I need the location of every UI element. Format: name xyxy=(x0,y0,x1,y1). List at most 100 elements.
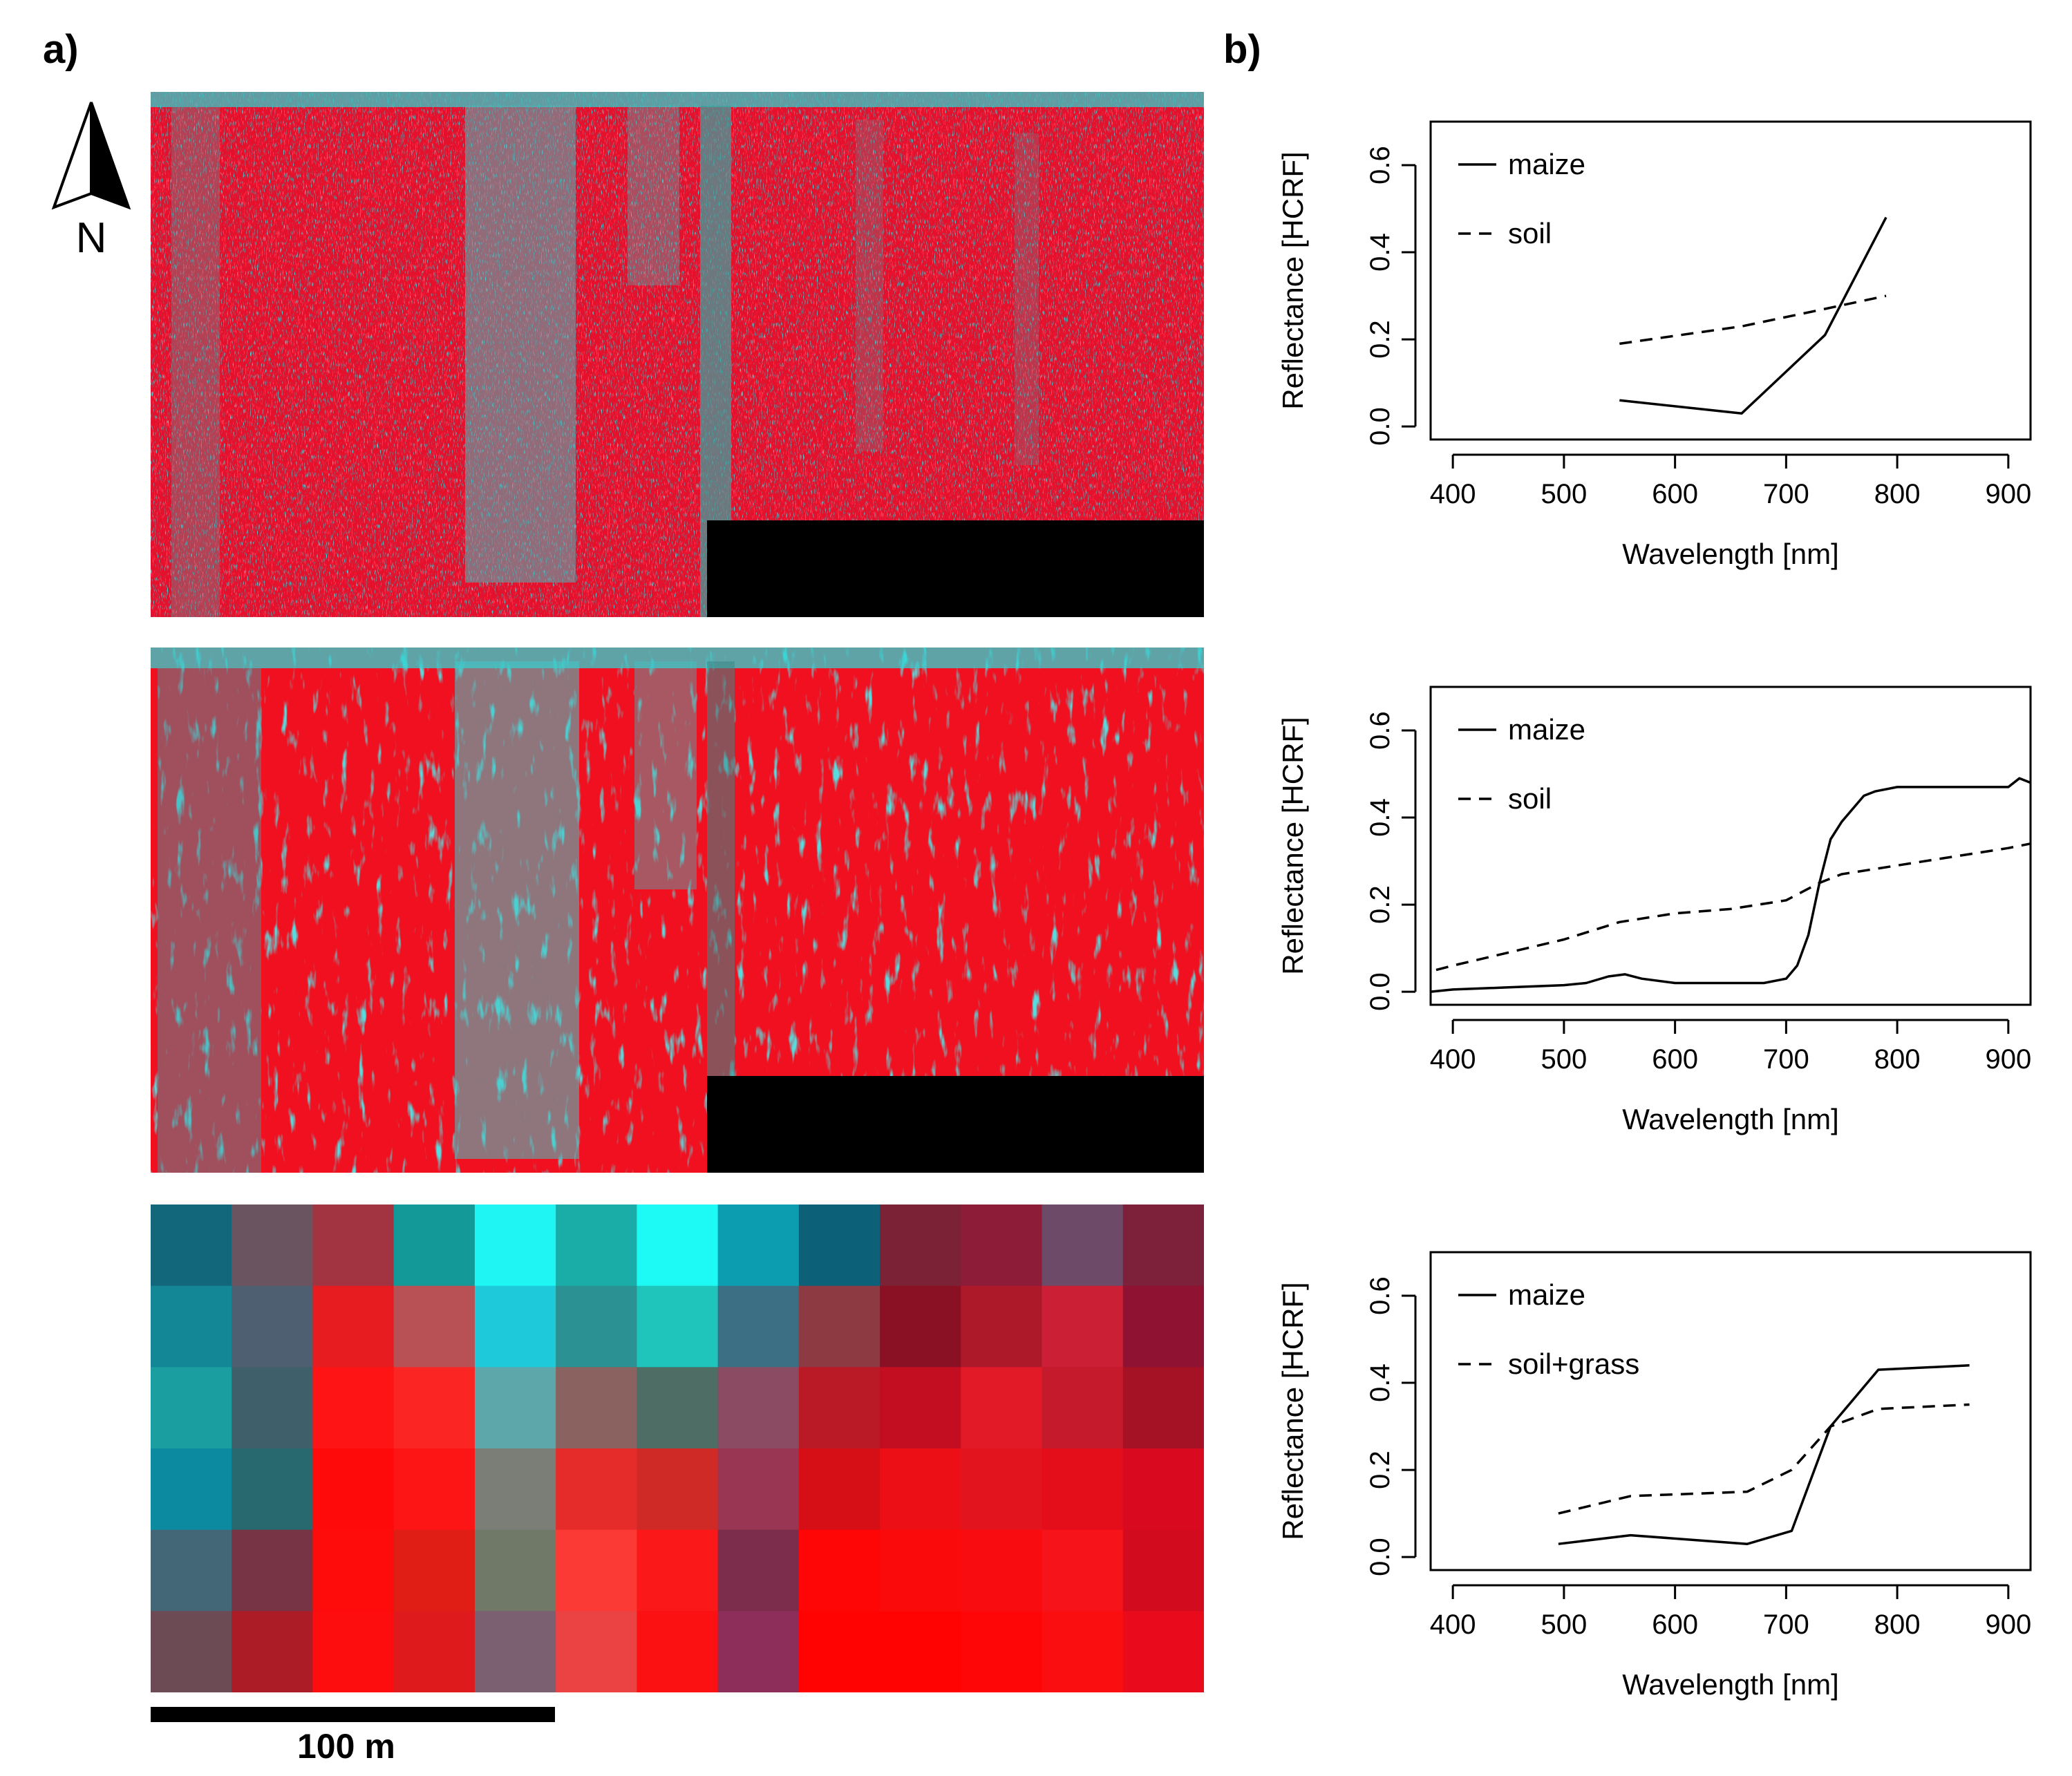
mosaic-pixel xyxy=(717,1448,800,1531)
x-tick-label: 900 xyxy=(1985,1609,2031,1640)
mosaic-pixel xyxy=(151,1205,232,1287)
y-axis-title: Reflectance [HCRF] xyxy=(1277,151,1309,409)
mosaic-pixel xyxy=(1122,1448,1204,1531)
mosaic-pixel xyxy=(474,1448,556,1531)
legend-label: soil xyxy=(1508,217,1552,249)
false-color-image-medium-res xyxy=(151,648,1204,1173)
mosaic-pixel xyxy=(312,1529,395,1612)
mosaic-pixel xyxy=(637,1611,719,1692)
series-line-soil xyxy=(1619,294,1887,346)
x-tick-label: 400 xyxy=(1430,479,1476,509)
mosaic-pixel xyxy=(798,1205,880,1287)
mosaic-pixel xyxy=(880,1285,961,1368)
x-tick-label: 700 xyxy=(1763,1609,1809,1640)
y-tick-label: 0.0 xyxy=(1365,407,1395,446)
mosaic-pixel xyxy=(151,1529,232,1612)
mosaic-pixel xyxy=(1042,1205,1124,1287)
y-axis-title: Reflectance [HCRF] xyxy=(1277,1282,1309,1540)
x-tick-label: 600 xyxy=(1652,479,1698,509)
x-tick-label: 700 xyxy=(1763,1044,1809,1075)
y-tick-label: 0.2 xyxy=(1365,320,1395,359)
x-tick-label: 800 xyxy=(1874,479,1921,509)
mosaic-pixel xyxy=(151,1448,232,1531)
mosaic-grid xyxy=(151,1205,1204,1692)
mosaic-pixel xyxy=(556,1285,637,1368)
mosaic-pixel xyxy=(880,1367,961,1449)
mosaic-pixel xyxy=(1042,1529,1124,1612)
false-color-image-low-res-mosaic xyxy=(151,1205,1204,1692)
mosaic-pixel xyxy=(637,1529,719,1612)
mosaic-pixel xyxy=(312,1205,395,1287)
y-axis-title: Reflectance [HCRF] xyxy=(1277,717,1309,974)
mosaic-pixel xyxy=(637,1367,719,1449)
legend-label: maize xyxy=(1508,1278,1585,1311)
mosaic-pixel xyxy=(1122,1611,1204,1692)
north-label: N xyxy=(76,214,107,262)
mosaic-pixel xyxy=(1122,1205,1204,1287)
x-tick-label: 600 xyxy=(1652,1609,1698,1640)
mosaic-pixel xyxy=(1122,1285,1204,1368)
mosaic-pixel xyxy=(1042,1367,1124,1449)
y-tick-label: 0.6 xyxy=(1365,1276,1395,1315)
mosaic-pixel xyxy=(961,1367,1043,1449)
mosaic-pixel xyxy=(961,1205,1043,1287)
y-tick-label: 0.6 xyxy=(1365,146,1395,185)
x-tick-label: 900 xyxy=(1985,1044,2031,1075)
y-tick-label: 0.0 xyxy=(1365,972,1395,1011)
mosaic-pixel xyxy=(717,1285,800,1368)
x-tick-label: 500 xyxy=(1541,1609,1588,1640)
mosaic-pixel xyxy=(637,1285,719,1368)
legend-label: soil+grass xyxy=(1508,1348,1639,1380)
y-tick-label: 0.4 xyxy=(1365,233,1395,272)
y-tick-label: 0.2 xyxy=(1365,885,1395,924)
mosaic-pixel xyxy=(393,1529,475,1612)
series-line-maize xyxy=(1430,777,2031,993)
mosaic-pixel xyxy=(393,1205,475,1287)
mosaic-pixel xyxy=(717,1367,800,1449)
mosaic-pixel xyxy=(1042,1285,1124,1368)
mosaic-pixel xyxy=(556,1205,637,1287)
x-axis-title: Wavelength [nm] xyxy=(1622,1103,1839,1135)
panel-label-b: b) xyxy=(1223,27,1261,72)
x-tick-label: 700 xyxy=(1763,479,1809,509)
x-tick-label: 400 xyxy=(1430,1609,1476,1640)
mosaic-pixel xyxy=(1122,1529,1204,1612)
x-tick-label: 600 xyxy=(1652,1044,1698,1075)
mosaic-pixel xyxy=(312,1367,395,1449)
mosaic-pixel xyxy=(880,1448,961,1531)
spectrum-chart-bottom: 400 500 600 700 800 900 0.0 0.2 0.4 0.6 Wavelength… xyxy=(1277,1251,2032,1701)
y-tick-label: 0.6 xyxy=(1365,711,1395,750)
north-arrow: N xyxy=(48,97,138,263)
plot-frame xyxy=(1429,686,2032,1006)
mosaic-pixel xyxy=(474,1205,556,1287)
mosaic-pixel xyxy=(312,1285,395,1368)
mosaic-pixel xyxy=(717,1529,800,1612)
mosaic-pixel xyxy=(474,1367,556,1449)
north-arrow-icon: N xyxy=(51,102,131,262)
mosaic-pixel xyxy=(474,1285,556,1368)
mosaic-pixel xyxy=(556,1529,637,1612)
mosaic-pixel xyxy=(393,1448,475,1531)
mosaic-pixel xyxy=(961,1285,1043,1368)
mosaic-pixel xyxy=(393,1367,475,1449)
x-tick-label: 800 xyxy=(1874,1044,1921,1075)
mosaic-pixel xyxy=(798,1448,880,1531)
x-tick-label: 900 xyxy=(1985,479,2031,509)
mosaic-pixel xyxy=(312,1611,395,1692)
mosaic-pixel xyxy=(556,1448,637,1531)
y-tick-label: 0.0 xyxy=(1365,1538,1395,1576)
mosaic-pixel xyxy=(717,1205,800,1287)
mosaic-pixel xyxy=(556,1611,637,1692)
mosaic-pixel xyxy=(717,1611,800,1692)
spectrum-chart-top: 400 500 600 700 800 900 0.0 0.2 0.4 0.6 Wavelength… xyxy=(1277,120,2032,570)
mosaic-pixel xyxy=(637,1448,719,1531)
mosaic-pixel xyxy=(798,1285,880,1368)
mosaic-pixel xyxy=(393,1285,475,1368)
mosaic-pixel xyxy=(232,1448,313,1531)
series-line-soil-grass xyxy=(1558,1403,1970,1515)
mosaic-pixel xyxy=(798,1611,880,1692)
mosaic-pixel xyxy=(961,1611,1043,1692)
x-tick-label: 500 xyxy=(1541,479,1588,509)
mosaic-pixel xyxy=(232,1529,313,1612)
x-tick-label: 400 xyxy=(1430,1044,1476,1075)
